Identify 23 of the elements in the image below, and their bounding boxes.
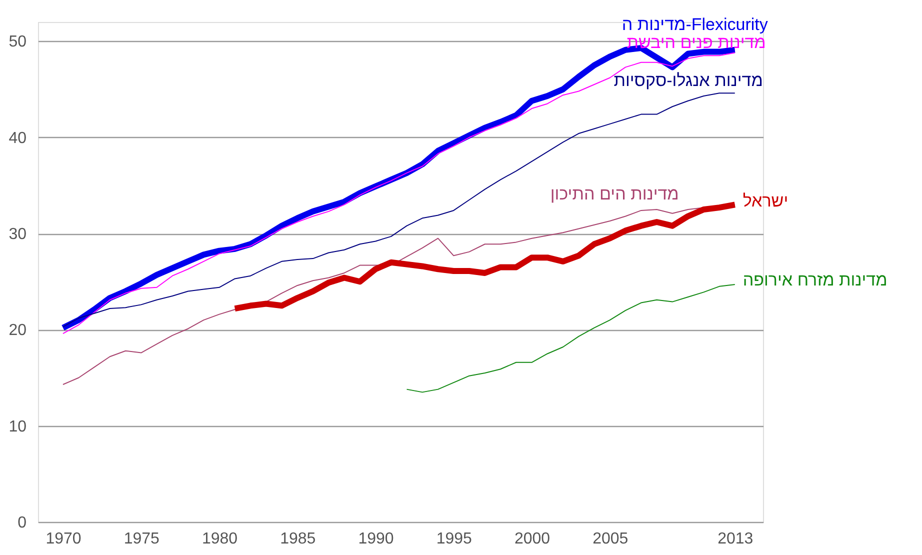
y-tick-label: 20	[8, 322, 27, 340]
x-tick-label: 2013	[718, 530, 754, 548]
x-tick-label: 2005	[592, 530, 628, 548]
y-tick-label: 10	[8, 418, 27, 436]
y-tick-label: 50	[8, 34, 27, 51]
series-label: מדינות אנגלו-סקסיות	[614, 71, 763, 90]
x-tick-label: 1990	[358, 530, 394, 548]
x-tick-label: 1980	[202, 530, 238, 548]
series-label: מדינות פנים היבשת	[626, 32, 766, 52]
x-tick-label: 1975	[124, 530, 160, 548]
x-tick-label: 2000	[514, 530, 550, 548]
y-tick-label: 0	[18, 514, 27, 532]
series-label: מדינות מזרח אירופה	[742, 270, 888, 290]
series-label: מדינות הים התיכון	[550, 184, 679, 204]
y-tick-label: 30	[8, 226, 27, 244]
x-tick-label: 1970	[46, 530, 82, 548]
series-label: מדינות ה-Flexicurity	[622, 14, 768, 34]
x-tick-label: 1995	[436, 530, 472, 548]
line-series	[62, 92, 736, 328]
line-series	[406, 284, 736, 393]
series-label: ישראל	[742, 192, 788, 211]
y-tick-label: 40	[8, 130, 27, 147]
x-tick-label: 1985	[280, 530, 316, 548]
